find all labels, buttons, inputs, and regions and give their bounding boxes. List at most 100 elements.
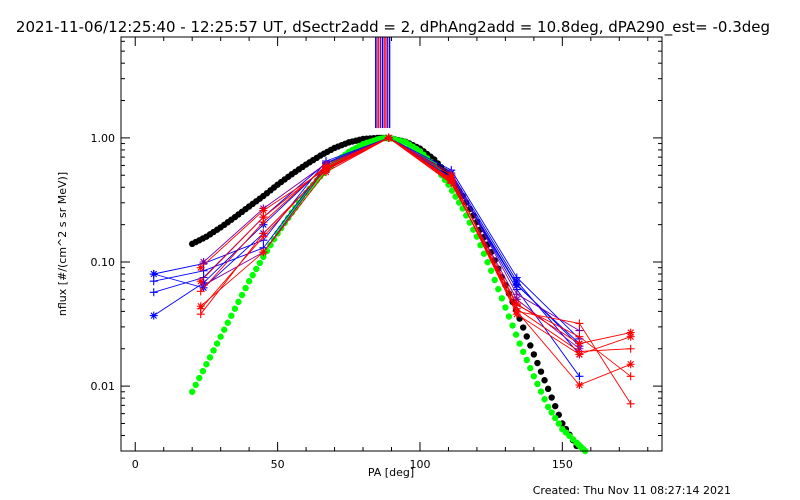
curve-point bbox=[217, 333, 224, 340]
curve-point bbox=[238, 291, 246, 299]
curve-point bbox=[224, 319, 231, 326]
y-tick-label: 1.00 bbox=[91, 132, 116, 145]
curve-point bbox=[502, 304, 509, 311]
series-line bbox=[203, 137, 580, 350]
curve-point bbox=[495, 285, 502, 293]
series-line bbox=[200, 137, 631, 386]
curve-point bbox=[537, 388, 545, 395]
curve-point bbox=[548, 409, 555, 416]
curve-point bbox=[231, 305, 239, 312]
curve-point bbox=[552, 414, 559, 422]
data-point-marker bbox=[512, 281, 521, 290]
curve-point bbox=[249, 271, 256, 279]
data-point-marker bbox=[512, 299, 521, 308]
data-point-marker bbox=[199, 257, 208, 266]
curve-point bbox=[505, 313, 513, 320]
curve-point bbox=[523, 356, 530, 364]
series-line bbox=[200, 137, 631, 377]
x-axis-label: PA [deg] bbox=[368, 466, 414, 479]
curve-point bbox=[530, 373, 538, 380]
data-point-marker bbox=[196, 304, 205, 313]
data-point-marker bbox=[259, 213, 268, 222]
series-0 bbox=[188, 134, 580, 450]
curve-point bbox=[516, 340, 523, 347]
curve-point bbox=[548, 394, 555, 401]
data-point-marker bbox=[575, 319, 584, 328]
data-point-marker bbox=[575, 381, 584, 390]
x-axis: 0 50 100 150 bbox=[132, 37, 649, 471]
data-point-marker bbox=[149, 288, 158, 297]
curve-point bbox=[242, 284, 249, 292]
curve-point bbox=[491, 276, 498, 284]
series-line bbox=[153, 137, 580, 355]
data-point-marker bbox=[575, 332, 584, 341]
data-point-marker bbox=[149, 270, 158, 279]
series-13 bbox=[196, 133, 635, 356]
data-point-marker bbox=[626, 360, 635, 369]
chart-title: 2021-11-06/12:25:40 - 12:25:57 UT, dSect… bbox=[16, 18, 770, 37]
curve-point bbox=[552, 402, 559, 410]
y-tick-label: 0.01 bbox=[91, 380, 116, 393]
curve-point bbox=[544, 385, 552, 393]
data-point-marker bbox=[626, 332, 635, 341]
curve-point bbox=[512, 331, 520, 338]
curve-point bbox=[448, 187, 456, 194]
curve-point bbox=[210, 347, 217, 354]
data-point-marker bbox=[575, 372, 584, 381]
curve-point bbox=[541, 377, 548, 384]
x-tick-label: 50 bbox=[271, 458, 285, 471]
curve-point bbox=[256, 259, 264, 267]
x-tick-label: 0 bbox=[132, 458, 139, 471]
curve-point bbox=[537, 368, 545, 375]
curve-point bbox=[221, 326, 228, 333]
data-point-marker bbox=[384, 133, 393, 142]
series-9 bbox=[196, 133, 635, 408]
curve-point bbox=[519, 348, 527, 355]
plot-marks bbox=[149, 37, 635, 455]
curve-point bbox=[188, 388, 196, 395]
data-point-marker bbox=[626, 372, 635, 381]
series-line bbox=[200, 137, 631, 355]
curve-point bbox=[245, 278, 253, 285]
x-tick-label: 100 bbox=[409, 458, 430, 471]
curve-point bbox=[527, 364, 534, 372]
curve-point bbox=[192, 381, 199, 389]
created-timestamp: Created: Thu Nov 11 08:27:14 2021 bbox=[533, 484, 731, 497]
data-point-marker bbox=[196, 277, 205, 286]
series-7 bbox=[199, 133, 584, 335]
curve-point bbox=[260, 253, 267, 261]
data-point-marker bbox=[259, 248, 268, 257]
curve-point bbox=[203, 361, 210, 368]
series-line bbox=[153, 137, 580, 340]
curve-point bbox=[213, 340, 221, 347]
data-point-marker bbox=[626, 344, 635, 353]
curve-point bbox=[530, 351, 538, 358]
y-axis-label: nflux [#/(cm^2 s sr MeV)] bbox=[56, 172, 69, 316]
curve-point bbox=[519, 324, 527, 331]
curve-point bbox=[235, 298, 242, 306]
series-line bbox=[200, 137, 631, 345]
curve-point bbox=[534, 359, 541, 367]
curve-point bbox=[196, 374, 203, 382]
plot-frame bbox=[120, 36, 663, 452]
data-point-marker bbox=[149, 277, 158, 286]
data-point-marker bbox=[575, 339, 584, 348]
data-point-marker bbox=[512, 295, 521, 304]
curve-point bbox=[206, 354, 214, 361]
data-point-marker bbox=[196, 263, 205, 272]
curve-point bbox=[498, 295, 506, 302]
curve-point bbox=[544, 403, 552, 411]
series-line bbox=[200, 137, 631, 352]
curve-point bbox=[555, 420, 562, 427]
data-point-marker bbox=[626, 399, 635, 408]
curve-point bbox=[228, 312, 235, 319]
curve-point bbox=[534, 380, 541, 388]
series-line bbox=[203, 137, 580, 331]
y-tick-label: 0.10 bbox=[91, 256, 116, 269]
curve-point bbox=[480, 250, 488, 257]
data-point-marker bbox=[196, 287, 205, 296]
curve-point bbox=[253, 265, 260, 273]
data-point-marker bbox=[149, 311, 158, 320]
curve-point bbox=[509, 322, 516, 329]
